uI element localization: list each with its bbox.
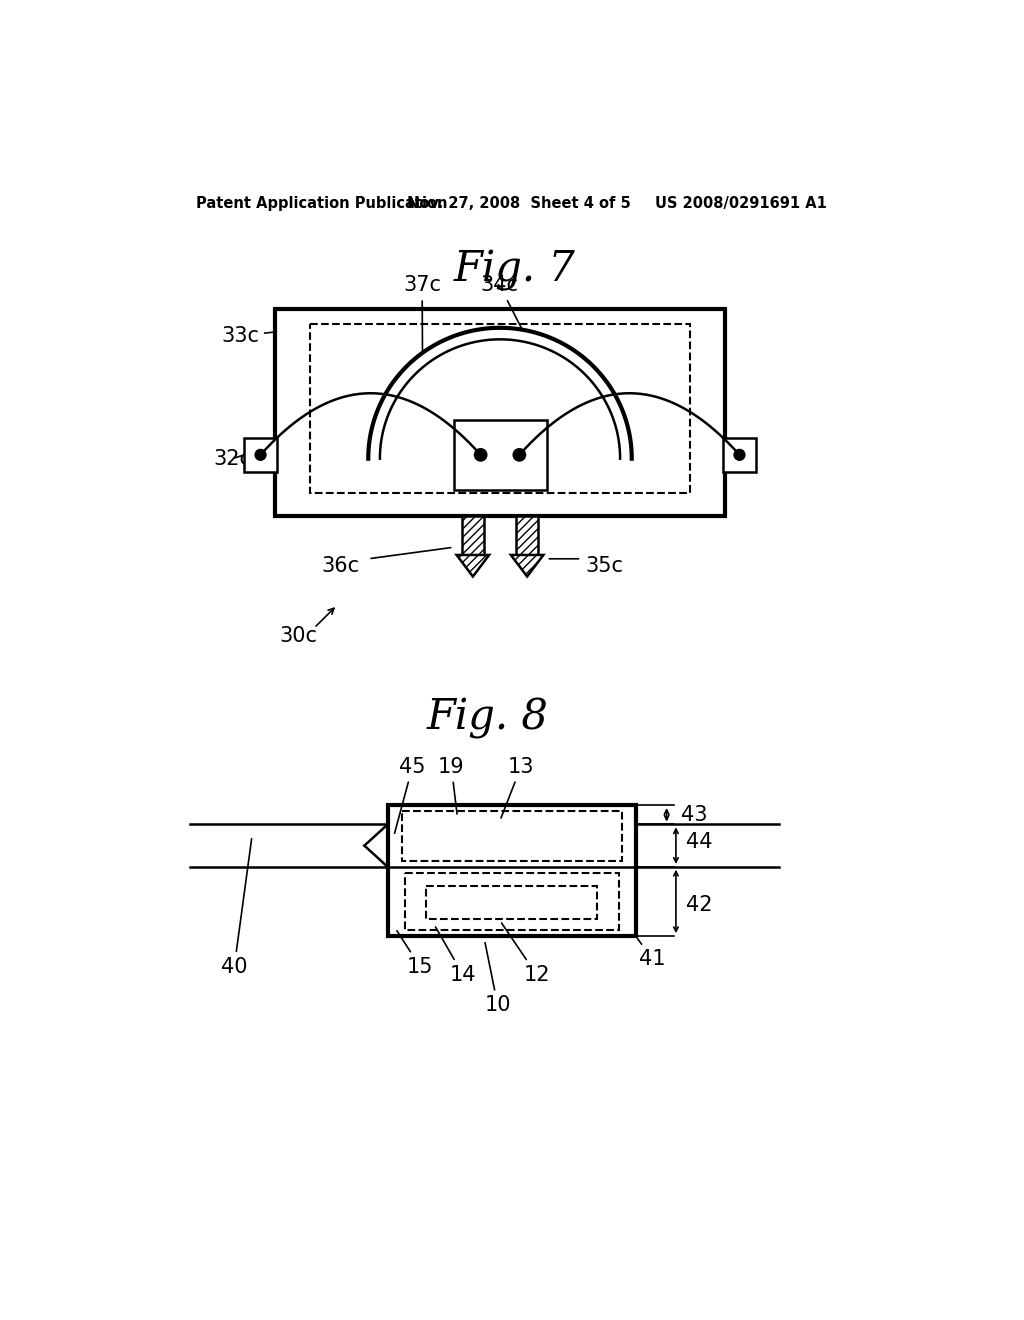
Text: 14: 14 (435, 927, 476, 985)
Bar (275, 309, 725, 516)
Text: 45: 45 (394, 756, 426, 833)
Bar (462, 516, 483, 554)
Text: 13: 13 (501, 756, 535, 818)
Text: 15: 15 (397, 931, 433, 977)
Circle shape (255, 450, 266, 461)
Text: 10: 10 (484, 942, 511, 1015)
Text: 35c: 35c (586, 557, 624, 577)
Text: 33c: 33c (221, 326, 276, 346)
Text: 40: 40 (221, 838, 252, 977)
Text: 32c: 32c (213, 449, 251, 469)
Polygon shape (511, 554, 544, 577)
Text: Fig. 8: Fig. 8 (426, 697, 548, 739)
Bar (245, 438, 276, 471)
Text: 42: 42 (686, 895, 713, 915)
Text: US 2008/0291691 A1: US 2008/0291691 A1 (655, 195, 826, 211)
Bar (454, 420, 547, 490)
Text: Nov. 27, 2008  Sheet 4 of 5: Nov. 27, 2008 Sheet 4 of 5 (407, 195, 631, 211)
Bar (723, 438, 756, 471)
Bar (426, 886, 597, 919)
Circle shape (734, 450, 744, 461)
Bar (310, 323, 690, 494)
Text: Fig. 7: Fig. 7 (454, 249, 575, 292)
Bar (401, 812, 622, 861)
Text: 44: 44 (686, 832, 713, 851)
Bar (516, 516, 538, 554)
Bar (404, 873, 618, 929)
Bar (388, 805, 636, 936)
Text: Patent Application Publication: Patent Application Publication (197, 195, 447, 211)
Text: 43: 43 (681, 805, 708, 825)
Text: 36c: 36c (322, 557, 359, 577)
Polygon shape (457, 554, 489, 577)
Circle shape (513, 449, 525, 461)
Circle shape (474, 449, 486, 461)
Text: 30c: 30c (280, 626, 317, 645)
Text: 12: 12 (502, 923, 550, 985)
Text: 41: 41 (637, 939, 666, 969)
Text: 37c: 37c (403, 276, 441, 352)
Text: 19: 19 (438, 756, 465, 814)
Text: 34c: 34c (480, 276, 522, 329)
